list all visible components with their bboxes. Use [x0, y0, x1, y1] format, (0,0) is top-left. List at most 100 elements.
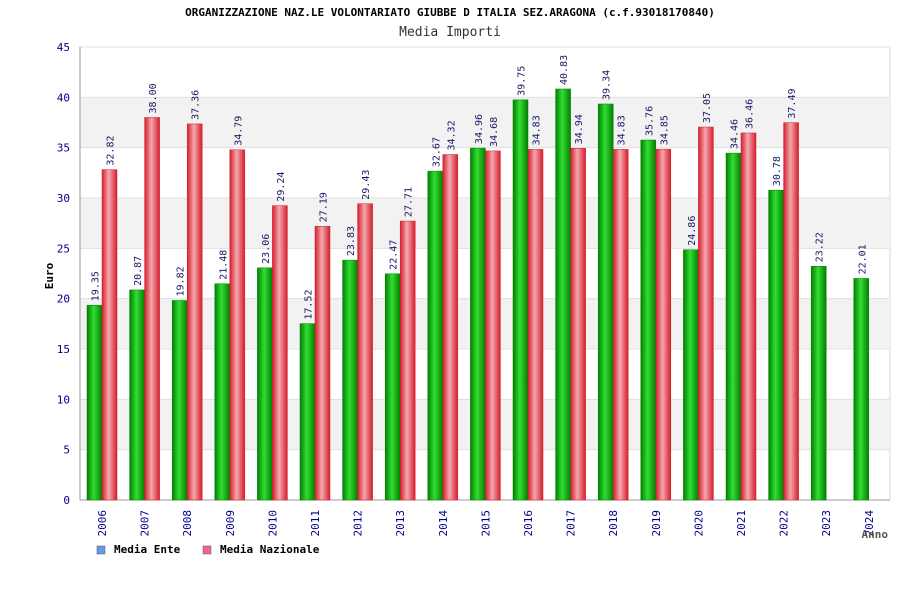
data-label-media-ente: 22.47	[389, 240, 400, 270]
data-label-media-ente: 22.01	[857, 244, 868, 274]
bar-media-ente	[597, 103, 614, 501]
x-axis-label: Anno	[862, 528, 889, 541]
bar-media-nazionale	[570, 148, 586, 501]
bar-media-ente	[853, 278, 870, 501]
bar-media-ente	[555, 88, 571, 501]
x-tick-label: 2010	[266, 510, 279, 537]
y-tick-label: 45	[57, 41, 70, 54]
x-tick-label: 2019	[650, 510, 663, 537]
y-tick-label: 5	[63, 444, 70, 457]
y-tick-label: 15	[57, 343, 70, 356]
bar-media-nazionale	[101, 169, 118, 501]
bar-media-ente	[810, 266, 827, 501]
data-label-media-ente: 30.78	[772, 156, 783, 186]
bar-media-ente	[299, 323, 316, 501]
bar-media-nazionale	[740, 132, 757, 501]
bar-media-nazionale	[272, 205, 288, 501]
y-tick-label: 30	[57, 192, 70, 205]
data-label-media-ente: 23.22	[815, 232, 826, 262]
bar-media-ente	[384, 273, 401, 501]
data-label-media-nazionale: 27.19	[319, 192, 330, 222]
y-tick-label: 20	[57, 293, 70, 306]
data-label-media-ente: 19.82	[176, 266, 187, 296]
data-label-media-nazionale: 34.85	[659, 115, 670, 145]
y-axis-label: Euro	[43, 262, 56, 289]
bar-media-nazionale	[186, 123, 203, 501]
bar-media-nazionale	[357, 203, 373, 501]
bar-media-ente	[470, 147, 486, 501]
bar-media-ente	[683, 249, 699, 501]
y-tick-label: 0	[63, 494, 70, 507]
bar-media-nazionale	[144, 117, 160, 501]
x-tick-label: 2015	[479, 510, 492, 536]
data-label-media-nazionale: 37.36	[191, 90, 202, 120]
x-tick-label: 2009	[224, 510, 237, 537]
data-label-media-ente: 23.06	[261, 234, 272, 264]
data-label-media-ente: 34.46	[730, 119, 741, 149]
x-tick-label: 2014	[437, 510, 450, 537]
bar-media-nazionale	[399, 220, 416, 501]
bar-media-ente	[342, 259, 358, 501]
data-label-media-nazionale: 34.83	[532, 115, 543, 145]
bar-media-nazionale	[527, 149, 544, 501]
bar-media-ente	[640, 139, 657, 501]
data-label-media-nazionale: 27.71	[404, 187, 415, 217]
data-label-media-nazionale: 34.94	[574, 114, 585, 144]
chart-title: ORGANIZZAZIONE NAZ.LE VOLONTARIATO GIUBB…	[185, 6, 715, 19]
bar-media-ente	[171, 300, 188, 501]
legend-swatch	[96, 545, 106, 555]
data-label-media-ente: 40.83	[559, 55, 570, 85]
data-label-media-nazionale: 34.83	[617, 115, 628, 145]
bar-media-nazionale	[783, 122, 799, 501]
data-label-media-ente: 39.75	[517, 66, 528, 96]
data-label-media-ente: 20.87	[133, 256, 144, 286]
x-tick-label: 2017	[565, 510, 578, 537]
bar-media-ente	[512, 99, 529, 501]
data-label-media-nazionale: 34.79	[233, 116, 244, 146]
data-label-media-nazionale: 34.68	[489, 117, 500, 147]
y-tick-label: 40	[57, 91, 70, 104]
bar-media-nazionale	[485, 150, 501, 501]
data-label-media-ente: 24.86	[687, 216, 698, 246]
x-tick-label: 2012	[352, 510, 365, 537]
bar-media-nazionale	[612, 149, 629, 501]
bar-media-ente	[768, 189, 784, 501]
y-tick-label: 35	[57, 142, 70, 155]
x-tick-label: 2024	[863, 510, 876, 537]
legend-label: Media Ente	[114, 543, 181, 556]
y-tick-label: 10	[57, 393, 70, 406]
x-tick-label: 2006	[96, 510, 109, 537]
bar-media-nazionale	[655, 148, 672, 501]
data-label-media-ente: 17.52	[304, 290, 315, 320]
data-label-media-nazionale: 37.05	[702, 93, 713, 123]
bar-media-nazionale	[314, 226, 331, 501]
data-label-media-nazionale: 34.32	[446, 120, 457, 150]
data-label-media-ente: 23.83	[346, 226, 357, 256]
x-tick-label: 2016	[522, 510, 535, 537]
data-label-media-ente: 21.48	[218, 250, 229, 280]
x-tick-label: 2013	[394, 510, 407, 537]
bar-media-nazionale	[442, 154, 459, 501]
y-tick-label: 25	[57, 242, 70, 255]
x-tick-label: 2021	[735, 510, 748, 537]
data-label-media-nazionale: 32.82	[106, 136, 117, 166]
chart-subtitle: Media Importi	[399, 25, 501, 40]
data-label-media-nazionale: 29.43	[361, 170, 372, 200]
x-tick-label: 2020	[692, 510, 705, 537]
bar-media-ente	[257, 267, 273, 501]
x-tick-label: 2023	[820, 510, 833, 537]
data-label-media-ente: 39.34	[602, 70, 613, 100]
data-label-media-ente: 32.67	[431, 137, 442, 167]
x-tick-label: 2007	[139, 510, 152, 537]
legend-label: Media Nazionale	[220, 543, 320, 556]
bar-media-ente	[86, 304, 103, 501]
x-tick-label: 2022	[778, 510, 791, 537]
data-label-media-nazionale: 29.24	[276, 172, 287, 202]
data-label-media-ente: 19.35	[91, 271, 102, 301]
bar-media-ente	[214, 283, 231, 501]
bar-media-ente	[427, 170, 444, 501]
legend-swatch	[202, 545, 212, 555]
data-label-media-nazionale: 37.49	[787, 88, 798, 118]
